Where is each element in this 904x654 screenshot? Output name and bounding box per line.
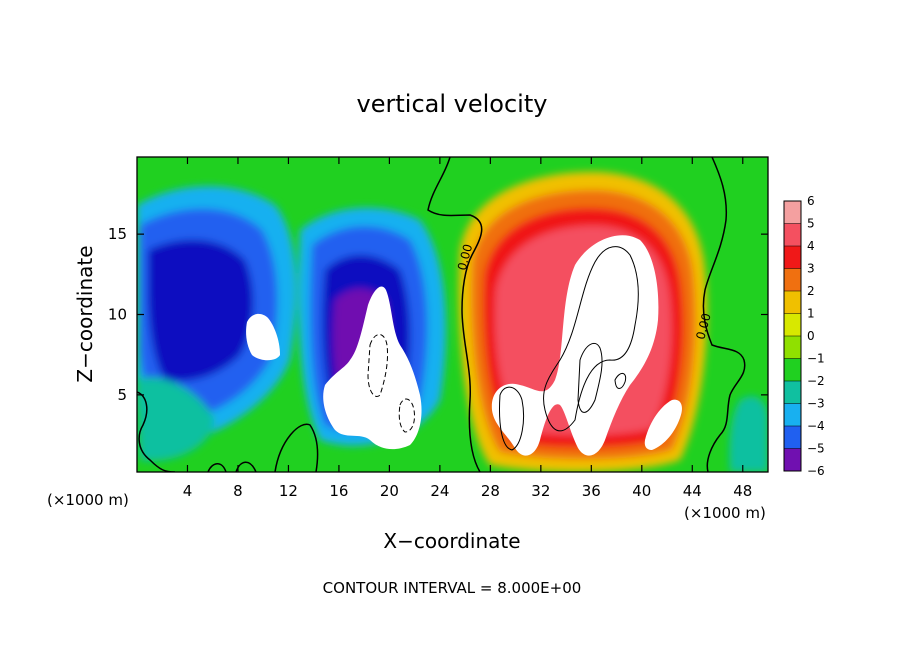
x-tick-label: 40	[632, 482, 651, 500]
colorbar-swatch	[784, 426, 801, 449]
white-updraft-core	[491, 235, 659, 456]
x-unit-left: (×1000 m)	[47, 491, 129, 509]
contour-pos-loop	[577, 342, 603, 413]
colorbar-swatch	[784, 246, 801, 269]
x-tick-label: 4	[183, 482, 193, 500]
x-tick-label: 16	[329, 482, 348, 500]
contour-neg-dashed-2	[398, 398, 415, 433]
colorbar-swatch-end	[784, 448, 801, 471]
saturated-regions	[246, 235, 683, 456]
downdraft-left-inner	[148, 239, 254, 382]
white-right-small	[644, 399, 683, 450]
colorbar-swatch	[784, 313, 801, 336]
colorbar-swatch	[784, 336, 801, 359]
contour-zero-right	[702, 157, 746, 472]
x-tick-label: 12	[279, 482, 298, 500]
colorbar-swatch	[784, 381, 801, 404]
colorbar-label: 4	[807, 239, 815, 253]
x-tick-label: 48	[733, 482, 752, 500]
white-mid	[323, 286, 422, 450]
contour-zero-bottom-left	[137, 391, 176, 472]
colorbar-label: −6	[807, 464, 825, 478]
x-tick-label: 44	[683, 482, 702, 500]
contour-pos-left	[499, 386, 525, 451]
x-tick-label: 28	[481, 482, 500, 500]
contour-neg-dashed	[367, 334, 388, 397]
x-tick-label: 32	[531, 482, 550, 500]
y-tick-label: 5	[117, 386, 127, 404]
x-tick-label: 20	[380, 482, 399, 500]
colorbar-swatch	[784, 358, 801, 381]
contour-label: 0.00	[455, 242, 475, 271]
contour-zero-left	[427, 157, 483, 472]
colorbar-label: −4	[807, 419, 825, 433]
colorbar: 6 5 4 3 2 1 0 −1 −2 −3 −4 −5 −6	[783, 194, 825, 478]
y-axis: 5 10 15	[108, 225, 768, 404]
colorbar-label: 5	[807, 217, 815, 231]
colorbar-label: −5	[807, 442, 825, 456]
contour-lines	[137, 157, 746, 472]
colorbar-swatch	[784, 201, 801, 224]
colorbar-label: −1	[807, 352, 825, 366]
contour-zero-bottom-mid	[274, 423, 319, 472]
colorbar-label: 3	[807, 262, 815, 276]
colorbar-label: 1	[807, 307, 815, 321]
contour-label: 0.00	[693, 312, 713, 341]
contour-zero-bottom-small	[207, 461, 257, 472]
x-unit-right: (×1000 m)	[684, 504, 766, 522]
x-tick-label: 8	[233, 482, 243, 500]
contour-pos-small	[614, 373, 627, 389]
right-edge-cyan	[729, 396, 768, 472]
chart-title: vertical velocity	[357, 90, 548, 118]
colorbar-swatch	[784, 223, 801, 246]
colorbar-swatch	[784, 291, 801, 314]
colorbar-label: 2	[807, 284, 815, 298]
x-tick-label: 24	[430, 482, 449, 500]
plot-area	[137, 157, 768, 472]
y-tick-label: 10	[108, 306, 127, 324]
x-axis-label: X−coordinate	[383, 529, 520, 553]
colorbar-swatch	[784, 403, 801, 426]
contour-pos-inner	[543, 246, 639, 432]
cyan-patch-left	[137, 377, 215, 461]
colorbar-swatch	[784, 268, 801, 291]
colorbar-label: 0	[807, 329, 815, 343]
colorbar-label: 6	[807, 194, 815, 208]
x-tick-label: 36	[582, 482, 601, 500]
x-axis: 4 8 12 16 20 24 28 32 36 40 44 48	[183, 157, 752, 500]
y-axis-label: Z−coordinate	[73, 245, 97, 382]
colorbar-label: −3	[807, 397, 825, 411]
y-tick-label: 15	[108, 225, 127, 243]
white-left	[246, 313, 280, 361]
contour-interval-note: CONTOUR INTERVAL = 8.000E+00	[323, 579, 582, 597]
contour-labels: 0.00 0.00	[455, 242, 714, 341]
colorbar-label: −2	[807, 374, 825, 388]
